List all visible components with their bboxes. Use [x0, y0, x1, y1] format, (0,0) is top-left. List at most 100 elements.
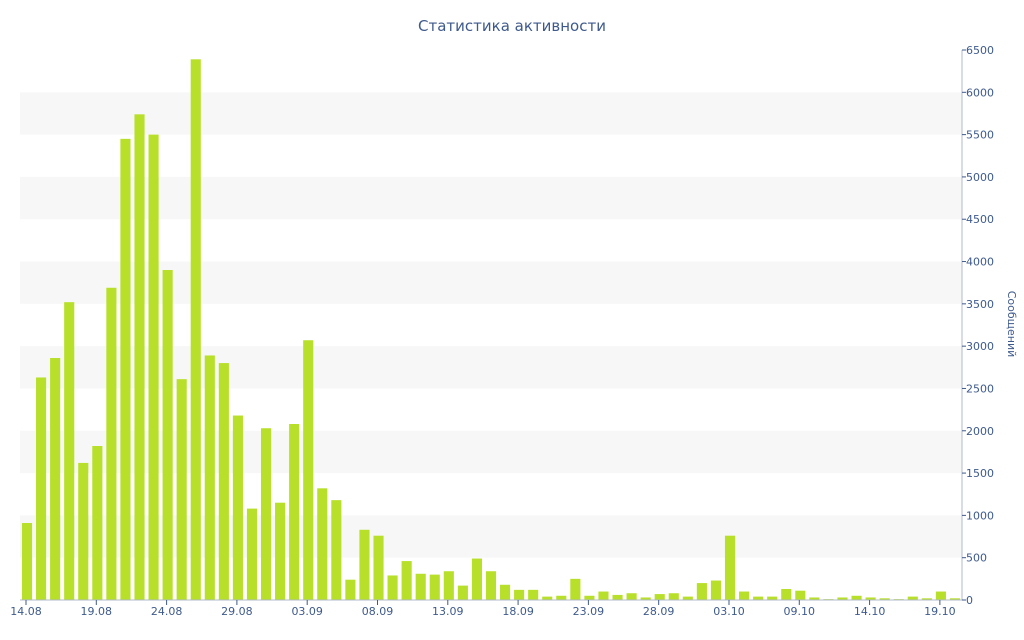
bar: [753, 596, 764, 600]
bar: [176, 379, 187, 600]
bar: [865, 597, 876, 600]
y-tick-label: 5500: [966, 129, 994, 142]
x-axis-ticks: 14.08 19.08 24.08 29.08 03.09 08.09 13.09 18.09…: [10, 600, 956, 618]
bar: [190, 59, 201, 601]
y-tick-label: 5000: [966, 171, 994, 184]
bar: [485, 571, 497, 600]
bar: [92, 446, 103, 600]
bar: [64, 302, 75, 600]
x-tick-label: 24.08: [151, 605, 183, 618]
bar: [246, 508, 258, 600]
grid-band: [20, 346, 962, 389]
x-tick-label: 28.09: [643, 605, 675, 618]
bar: [837, 597, 848, 600]
y-tick-label: 0: [966, 594, 973, 607]
grid-band: [20, 176, 962, 220]
bar: [303, 340, 314, 600]
y-axis-ticks: 0 500 1000 1500 2000 2500 3000 3500 4000 4500 5000…: [962, 44, 994, 607]
bar: [612, 594, 623, 600]
x-tick-label: 08.09: [362, 605, 394, 618]
bar: [218, 363, 229, 600]
bar: [528, 589, 539, 600]
x-tick-label: 23.09: [573, 605, 605, 618]
bar: [457, 585, 468, 600]
bar: [640, 597, 651, 600]
bar: [584, 595, 595, 600]
y-tick-label: 6500: [966, 44, 994, 57]
grid-band: [20, 261, 962, 304]
bar: [401, 561, 412, 600]
bar: [50, 358, 61, 600]
bar: [809, 597, 820, 600]
x-tick-label: 19.08: [81, 605, 113, 618]
x-tick-label: 14.10: [854, 605, 886, 618]
bar: [668, 593, 679, 600]
bar: [739, 591, 750, 600]
bar: [359, 529, 370, 600]
bar: [724, 535, 736, 600]
bar: [921, 598, 932, 600]
grid-bands: [20, 92, 962, 558]
y-tick-label: 2000: [966, 425, 994, 438]
bar: [682, 596, 693, 600]
bar: [204, 355, 215, 600]
bar: [542, 596, 553, 600]
bar: [106, 287, 117, 600]
y-tick-label: 6000: [966, 86, 994, 99]
bar: [654, 594, 665, 600]
y-tick-label: 1500: [966, 467, 994, 480]
x-tick-label: 03.10: [713, 605, 745, 618]
x-tick-label: 09.10: [784, 605, 816, 618]
bar: [949, 598, 961, 600]
bar: [696, 583, 707, 600]
y-tick-label: 3000: [966, 340, 994, 353]
bar: [795, 590, 806, 600]
bar: [120, 138, 131, 600]
grid-band: [20, 430, 962, 474]
x-tick-label: 18.09: [502, 605, 534, 618]
bar: [514, 589, 525, 600]
bar: [570, 578, 581, 600]
bar: [781, 589, 792, 600]
bar: [598, 591, 609, 600]
bar: [162, 270, 173, 600]
x-tick-label: 29.08: [221, 605, 253, 618]
bar: [471, 558, 483, 600]
bar: [556, 595, 567, 600]
y-tick-label: 3500: [966, 298, 994, 311]
bar: [851, 595, 862, 600]
bar: [935, 591, 946, 600]
bar: [232, 415, 243, 600]
bar: [907, 596, 918, 600]
bar: [767, 596, 778, 600]
bar: [429, 574, 440, 600]
bar: [345, 579, 356, 600]
bar: [134, 114, 145, 601]
grid-band: [20, 515, 962, 558]
y-axis-title: Сообщений: [1005, 291, 1018, 358]
x-tick-label: 03.09: [291, 605, 323, 618]
y-tick-label: 1000: [966, 509, 994, 522]
bar: [373, 535, 384, 600]
bar: [78, 462, 89, 600]
bars: [21, 59, 961, 601]
bar: [331, 500, 342, 600]
x-tick-label: 14.08: [10, 605, 42, 618]
bar: [275, 502, 286, 600]
bar: [317, 488, 328, 600]
bar: [289, 424, 300, 600]
chart-title: Статистика активности: [418, 17, 606, 35]
bar: [387, 575, 398, 600]
y-tick-label: 500: [966, 552, 987, 565]
bar: [36, 377, 47, 600]
bar: [879, 598, 890, 600]
y-tick-label: 2500: [966, 382, 994, 395]
x-tick-label: 19.10: [924, 605, 956, 618]
bar: [21, 523, 33, 600]
bar: [443, 571, 454, 600]
bar: [415, 573, 426, 600]
grid-band: [20, 92, 962, 135]
bar: [626, 593, 637, 600]
